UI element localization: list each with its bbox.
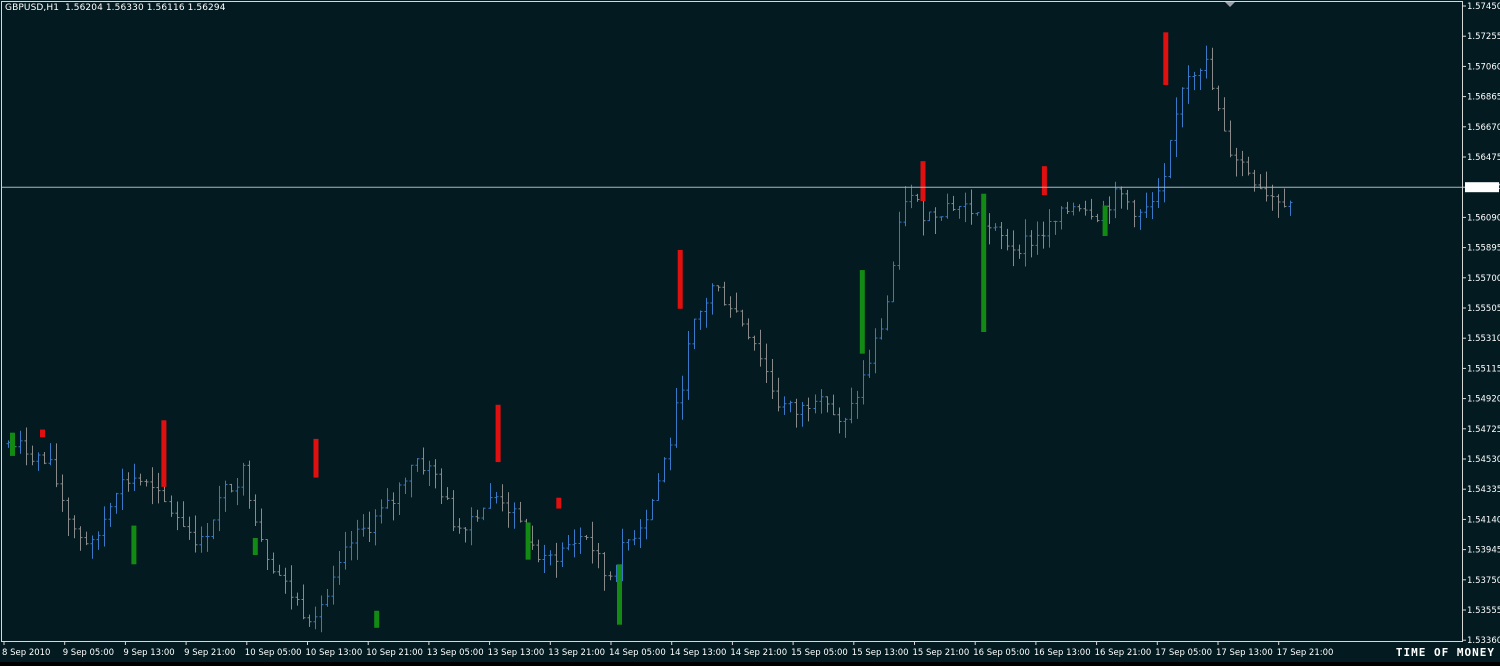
time-tick-label: 14 Sep 21:00 bbox=[730, 648, 787, 658]
bearish-highlight-bar bbox=[556, 497, 562, 509]
watermark-text: TIME OF MONEY bbox=[1395, 646, 1495, 659]
price-tick-label: 1.53945 bbox=[1467, 546, 1500, 556]
bearish-highlight-bar bbox=[313, 438, 319, 478]
price-tick-label: 1.54725 bbox=[1467, 425, 1500, 435]
bearish-highlight-bar bbox=[1163, 32, 1169, 85]
time-tick-label: 13 Sep 13:00 bbox=[488, 648, 545, 658]
time-tick-label: 10 Sep 05:00 bbox=[245, 648, 302, 658]
bullish-highlight-bar bbox=[1102, 205, 1108, 236]
price-tick-label: 1.53555 bbox=[1467, 606, 1500, 616]
time-tick-label: 17 Sep 13:00 bbox=[1216, 648, 1273, 658]
time-tick-label: 13 Sep 05:00 bbox=[427, 648, 484, 658]
bullish-highlight-bar bbox=[525, 522, 531, 560]
bearish-highlight-bar bbox=[161, 420, 167, 487]
time-tick-label: 15 Sep 05:00 bbox=[791, 648, 848, 658]
price-tick-label: 1.54920 bbox=[1467, 395, 1500, 405]
price-tick-label: 1.54140 bbox=[1467, 515, 1500, 525]
time-tick-label: 9 Sep 21:00 bbox=[184, 648, 235, 658]
time-tick-label: 16 Sep 21:00 bbox=[1095, 648, 1152, 658]
price-tick-label: 1.55115 bbox=[1467, 364, 1500, 374]
bullish-highlight-bar bbox=[252, 537, 258, 556]
bullish-highlight-bar bbox=[131, 525, 137, 565]
time-tick-label: 9 Sep 05:00 bbox=[63, 648, 114, 658]
price-tick-label: 1.55310 bbox=[1467, 334, 1500, 344]
price-axis[interactable]: 1.57450 1.57255 1.57060 1.56865 1.56670 1.564… bbox=[1462, 2, 1500, 646]
time-tick-label: 15 Sep 21:00 bbox=[913, 648, 970, 658]
price-tick-label: 1.57255 bbox=[1467, 32, 1500, 42]
time-tick-label: 16 Sep 05:00 bbox=[973, 648, 1030, 658]
bullish-highlight-bar bbox=[374, 610, 380, 628]
shift-marker-icon[interactable] bbox=[1225, 2, 1235, 7]
time-tick-label: 14 Sep 05:00 bbox=[609, 648, 666, 658]
time-tick-label: 17 Sep 21:00 bbox=[1277, 648, 1334, 658]
bullish-highlight-bar bbox=[617, 564, 622, 625]
time-tick-label: 13 Sep 21:00 bbox=[548, 648, 605, 658]
price-tick-label: 1.56865 bbox=[1467, 93, 1500, 103]
bullish-highlight-bar bbox=[10, 432, 15, 456]
time-tick-label: 9 Sep 13:00 bbox=[123, 648, 174, 658]
bearish-highlight-bar bbox=[1041, 166, 1047, 196]
price-tick-label: 1.55700 bbox=[1467, 274, 1500, 284]
current-price-tag bbox=[1465, 182, 1499, 193]
time-tick-label: 15 Sep 13:00 bbox=[852, 648, 909, 658]
current-price-label: 1.56294 bbox=[1467, 183, 1500, 193]
bearish-highlight-bar bbox=[677, 249, 683, 309]
time-tick-label: 14 Sep 13:00 bbox=[670, 648, 727, 658]
time-tick-label: 16 Sep 13:00 bbox=[1034, 648, 1091, 658]
time-axis[interactable]: 8 Sep 2010 9 Sep 05:00 9 Sep 13:00 9 Sep 21… bbox=[2, 641, 1333, 658]
bearish-highlight-bar bbox=[40, 429, 45, 438]
time-tick-label: 8 Sep 2010 bbox=[2, 648, 50, 658]
bearish-highlight-bar bbox=[920, 161, 926, 202]
price-tick-label: 1.56475 bbox=[1467, 153, 1500, 163]
bearish-highlight-bar bbox=[495, 404, 501, 463]
price-tick-label: 1.57060 bbox=[1467, 62, 1500, 72]
price-tick-label: 1.53360 bbox=[1467, 636, 1500, 646]
time-tick-label: 10 Sep 21:00 bbox=[366, 648, 423, 658]
time-tick-label: 10 Sep 13:00 bbox=[306, 648, 363, 658]
price-tick-label: 1.53750 bbox=[1467, 576, 1500, 586]
bullish-highlight-bar bbox=[981, 193, 987, 333]
price-tick-label: 1.56090 bbox=[1467, 213, 1500, 223]
price-tick-label: 1.54335 bbox=[1467, 485, 1500, 495]
highlighted-bars bbox=[10, 32, 1169, 628]
bullish-highlight-bar bbox=[859, 270, 865, 354]
symbol-info-label: GBPUSD,H1 1.56204 1.56330 1.56116 1.5629… bbox=[5, 3, 226, 13]
price-tick-label: 1.54530 bbox=[1467, 455, 1500, 465]
price-tick-label: 1.56670 bbox=[1467, 123, 1500, 133]
price-tick-label: 1.55505 bbox=[1467, 304, 1500, 314]
price-tick-label: 1.55895 bbox=[1467, 244, 1500, 254]
time-tick-label: 17 Sep 05:00 bbox=[1155, 648, 1212, 658]
price-tick-label: 1.57450 bbox=[1467, 2, 1500, 12]
